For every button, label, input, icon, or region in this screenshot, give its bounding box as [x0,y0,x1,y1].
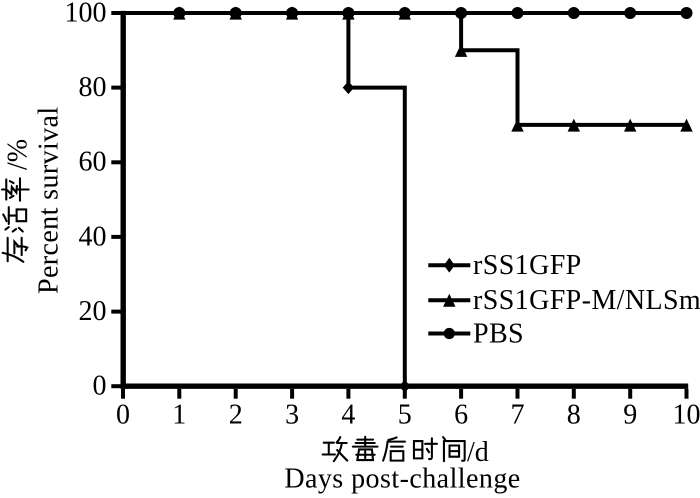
svg-text:1: 1 [172,399,186,430]
svg-text:rSS1GFP: rSS1GFP [473,250,582,281]
svg-text:9: 9 [623,399,637,430]
svg-text:0: 0 [93,371,107,402]
svg-text:rSS1GFP-M/NLSm: rSS1GFP-M/NLSm [473,285,700,316]
svg-text:3: 3 [285,399,299,430]
svg-text:80: 80 [79,72,107,103]
svg-text:7: 7 [511,399,525,430]
svg-text:6: 6 [454,399,468,430]
svg-text:20: 20 [79,296,107,327]
svg-text:2: 2 [229,399,243,430]
svg-text:PBS: PBS [473,319,524,350]
svg-text:Days post-challenge: Days post-challenge [284,464,520,495]
svg-text:40: 40 [79,221,107,252]
svg-text:10: 10 [673,399,700,430]
svg-text:/%: /% [3,139,34,170]
svg-text:0: 0 [116,399,130,430]
svg-text:60: 60 [79,147,107,178]
svg-text:Percent survival: Percent survival [34,106,65,294]
svg-text:5: 5 [398,399,412,430]
svg-text:8: 8 [567,399,581,430]
svg-text:/d: /d [467,437,489,468]
svg-text:100: 100 [65,0,107,28]
svg-text:4: 4 [341,399,355,430]
